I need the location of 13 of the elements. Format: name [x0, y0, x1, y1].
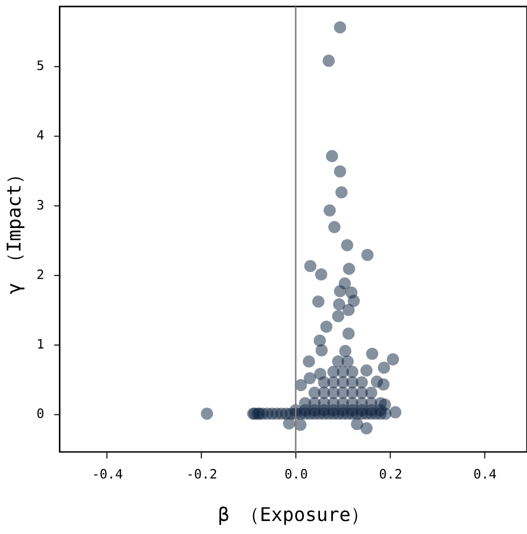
y-axis-title: γ （Impact） — [4, 165, 26, 294]
x-tick-label: 0.2 — [378, 467, 402, 482]
y-tick-label: 2 — [36, 268, 44, 283]
x-tick-label: -0.4 — [92, 467, 124, 482]
y-tick-label: 0 — [36, 407, 44, 422]
x-tick-label: -0.2 — [186, 467, 218, 482]
y-tick-label: 1 — [36, 338, 44, 353]
y-tick-label: 5 — [36, 59, 44, 74]
y-tick-label: 3 — [36, 198, 44, 214]
x-tick-label: 0.4 — [473, 467, 497, 482]
x-tick-label: 0.0 — [284, 467, 308, 482]
y-tick-label: 4 — [36, 128, 44, 144]
x-axis-title: β （Exposure） — [218, 504, 370, 526]
